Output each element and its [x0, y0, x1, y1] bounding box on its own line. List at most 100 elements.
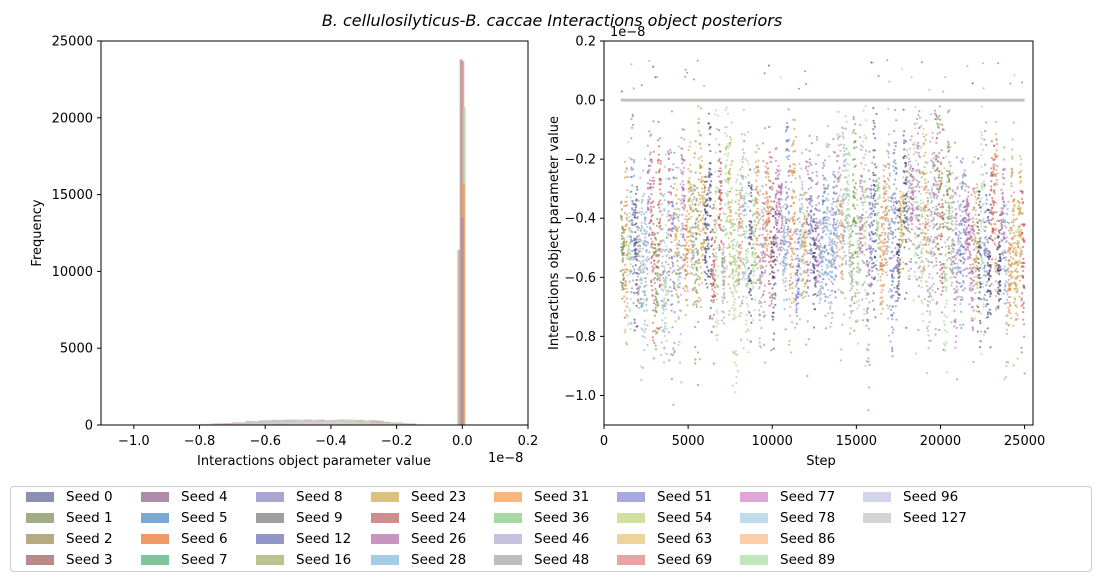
trace-point: [807, 294, 810, 297]
trace-point: [801, 186, 804, 189]
trace-point: [776, 269, 780, 272]
trace-point: [749, 271, 752, 274]
trace-point: [672, 187, 675, 190]
trace-point: [803, 217, 806, 220]
trace-point: [658, 201, 661, 204]
trace-point: [741, 148, 745, 151]
trace-point: [790, 237, 793, 241]
histogram-bar: [409, 423, 417, 425]
histogram-bar: [278, 422, 285, 425]
trace-point: [807, 274, 810, 277]
trace-point: [631, 126, 634, 129]
trace-point: [769, 260, 773, 263]
trace-point: [821, 236, 824, 239]
trace-point: [709, 191, 712, 194]
histogram-bar: [344, 421, 351, 425]
histogram-bar: [337, 422, 345, 425]
trace-point: [642, 366, 645, 370]
trace-point: [709, 168, 712, 171]
trace-point: [801, 188, 804, 191]
trace-point: [692, 303, 695, 307]
trace-point: [688, 217, 691, 220]
trace-point: [681, 227, 684, 230]
trace-point: [836, 219, 839, 222]
trace-point: [745, 249, 748, 253]
trace-point: [667, 202, 670, 205]
histogram-bar: [265, 419, 272, 425]
trace-point: [620, 208, 624, 211]
histogram-bar: [311, 419, 318, 425]
trace-point: [865, 220, 868, 223]
histogram-bar: [311, 421, 318, 425]
histogram-bar: [370, 420, 377, 425]
trace-point: [852, 191, 855, 194]
trace-point: [658, 145, 661, 148]
trace-point: [806, 252, 809, 255]
trace-point: [853, 195, 856, 198]
trace-point: [684, 298, 688, 302]
trace-point: [645, 230, 648, 233]
trace-point: [739, 243, 743, 246]
trace-point: [798, 216, 801, 220]
trace-point: [767, 279, 771, 283]
trace-point: [639, 268, 642, 271]
trace-point: [675, 166, 678, 169]
trace-point: [676, 259, 679, 263]
trace-point: [738, 245, 741, 248]
trace-point: [740, 133, 744, 136]
histogram-bar: [324, 420, 331, 425]
trace-point: [741, 189, 744, 192]
histogram-bar: [298, 421, 305, 425]
trace-point: [823, 159, 827, 162]
histogram-bar: [311, 420, 318, 425]
histogram-bar: [317, 419, 325, 425]
trace-point: [733, 274, 736, 277]
trace-point: [784, 328, 787, 331]
histogram-bar: [330, 420, 338, 425]
trace-point: [829, 308, 832, 311]
trace-point: [694, 279, 697, 282]
trace-point: [764, 196, 767, 199]
trace-point: [774, 159, 778, 162]
histogram-bar: [298, 421, 305, 425]
trace-point: [667, 274, 671, 277]
histogram-bar: [304, 422, 312, 425]
trace-point: [744, 236, 747, 239]
trace-point: [741, 221, 744, 224]
trace-point: [774, 171, 778, 175]
trace-point: [857, 299, 860, 302]
histogram-bar: [245, 421, 253, 425]
trace-point: [644, 216, 647, 219]
trace-point: [720, 198, 723, 201]
histogram-bar: [324, 420, 331, 425]
trace-point: [818, 302, 821, 305]
trace-point: [675, 293, 678, 296]
trace-point: [731, 199, 734, 202]
trace-point: [839, 204, 843, 207]
trace-point: [830, 321, 833, 325]
trace-point: [644, 293, 647, 296]
trace-point: [793, 326, 797, 329]
trace-point: [680, 245, 683, 248]
trace-point: [799, 233, 802, 236]
trace-point: [698, 142, 701, 145]
trace-point: [665, 289, 668, 292]
trace-point: [865, 190, 868, 193]
trace-point: [658, 137, 662, 140]
trace-point: [681, 213, 684, 216]
trace-point: [767, 167, 770, 170]
histogram-bar: [245, 422, 253, 425]
trace-point: [691, 200, 694, 203]
histogram-bar: [350, 421, 358, 425]
histogram-bar: [298, 423, 305, 425]
trace-point: [678, 243, 681, 246]
trace-point: [829, 210, 832, 213]
trace-point: [626, 218, 629, 221]
trace-point: [721, 229, 724, 232]
histogram-bar: [390, 423, 397, 425]
trace-point: [641, 247, 644, 250]
trace-point: [762, 266, 765, 269]
trace-point: [700, 187, 704, 190]
trace-point: [796, 218, 799, 221]
histogram-bar: [278, 422, 285, 425]
